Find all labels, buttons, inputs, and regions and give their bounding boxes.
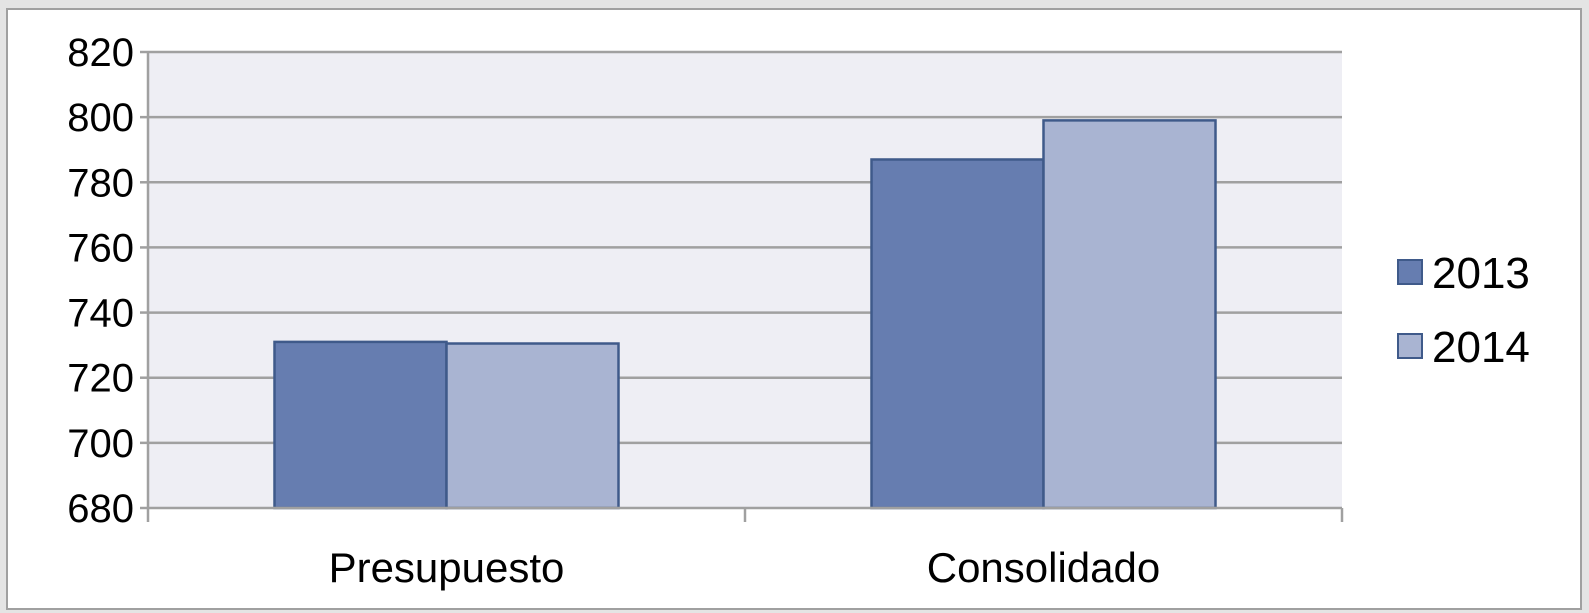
y-tick-label-720: 720	[67, 357, 134, 401]
legend-swatch-2014	[1397, 333, 1423, 359]
y-tick-label-700: 700	[67, 422, 134, 466]
y-tick-label-740: 740	[67, 292, 134, 336]
y-tick-label-780: 780	[67, 161, 134, 205]
bar-chart: 680 700 720 740 760 780 800 820 Presupuesto Cons…	[67, 31, 1530, 591]
y-tick-label-820: 820	[67, 31, 134, 75]
bar-presupuesto-2013	[273, 340, 448, 510]
x-category-label-presupuesto: Presupuesto	[329, 544, 565, 591]
bar-consolidado-2014	[1042, 119, 1217, 510]
chart-frame: 680 700 720 740 760 780 800 820 Presupuesto Cons…	[6, 8, 1582, 610]
y-tick-label-800: 800	[67, 96, 134, 140]
legend-label-2014: 2014	[1432, 323, 1530, 372]
x-category-label-consolidado: Consolidado	[927, 544, 1161, 591]
y-tick-label-680: 680	[67, 487, 134, 531]
y-tick-label-760: 760	[67, 226, 134, 270]
bar-presupuesto-2014	[445, 342, 620, 510]
bar-consolidado-2013	[870, 158, 1045, 510]
legend-swatch-2013	[1397, 259, 1423, 285]
legend-label-2013: 2013	[1432, 249, 1530, 298]
